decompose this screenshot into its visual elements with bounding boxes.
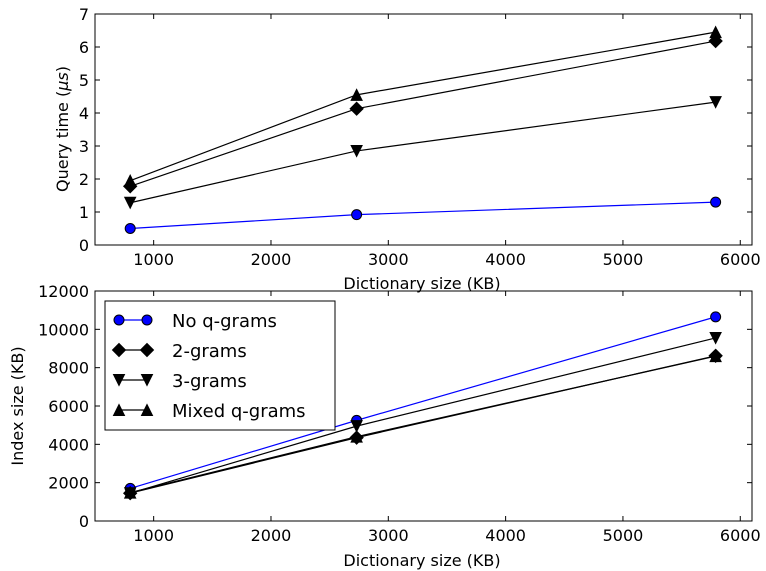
query-time-y-tick-label: 6 — [79, 38, 89, 57]
query-time-x-tick-label: 6000 — [720, 250, 761, 269]
query-time-point-mixed-q-grams — [350, 88, 363, 101]
query-time-chart: Query time (μs) Dictionary size (KB) 100… — [53, 5, 761, 293]
index-size-x-tick-label: 6000 — [720, 526, 761, 545]
index-size-x-tick-label: 3000 — [368, 526, 409, 545]
query-time-x-tick-label: 1000 — [133, 250, 174, 269]
index-size-series-mixed-q-grams — [123, 349, 722, 499]
index-size-point-3-grams — [350, 420, 363, 433]
index-size-legend-marker — [113, 314, 125, 326]
query-time-line-3-grams — [130, 101, 716, 204]
query-time-x-tick-label: 2000 — [251, 250, 292, 269]
index-size-legend-marker — [140, 403, 154, 416]
query-time-point-3-grams — [350, 144, 363, 158]
index-size-legend-entry-mixed-q-grams: Mixed q-grams — [112, 401, 306, 422]
index-size-legend-marker — [141, 314, 153, 326]
index-size-point-3-grams — [709, 331, 722, 345]
index-size-x-axis-label: Dictionary size (KB) — [343, 551, 500, 570]
index-size-x-tick-label: 1000 — [133, 526, 174, 545]
index-size-y-tick-label: 0 — [79, 512, 89, 531]
index-size-x-tick-label: 4000 — [485, 526, 526, 545]
query-time-series-no-q-grams — [124, 196, 722, 234]
index-size-legend-marker — [111, 342, 127, 358]
query-time-series-3-grams — [123, 96, 722, 210]
query-time-y-tick-label: 4 — [79, 104, 89, 123]
query-time-series-mixed-q-grams — [123, 25, 722, 187]
index-size-legend: No q-grams 2-grams 3-grams Mixed q-grams — [104, 300, 336, 431]
index-size-y-tick-label: 12000 — [38, 282, 89, 301]
index-size-point-mixed-q-grams — [123, 486, 137, 499]
query-time-x-tick-label: 3000 — [368, 250, 409, 269]
query-time-point-no-q-grams — [124, 223, 136, 234]
index-size-legend-label: 2-grams — [172, 341, 247, 362]
query-time-line-no-q-grams — [130, 201, 716, 230]
index-size-legend-marker — [139, 342, 155, 358]
query-time-line-mixed-q-grams — [129, 31, 716, 182]
query-time-x-axis-label: Dictionary size (KB) — [343, 274, 500, 293]
query-time-point-mixed-q-grams — [709, 25, 722, 39]
index-size-y-tick-label: 4000 — [48, 435, 89, 454]
query-time-point-no-q-grams — [351, 209, 363, 221]
index-size-legend-entry-3-grams: 3-grams — [112, 371, 247, 392]
index-size-chart: Index size (KB) Dictionary size (KB) 100… — [8, 282, 761, 570]
index-size-y-tick-label: 8000 — [48, 359, 89, 378]
index-size-point-mixed-q-grams — [350, 430, 363, 443]
index-size-x-tick-label: 2000 — [251, 526, 292, 545]
index-size-point-no-q-grams — [710, 311, 722, 323]
query-time-point-3-grams — [123, 196, 137, 210]
index-size-legend-label: Mixed q-grams — [172, 401, 306, 422]
index-size-legend-marker — [140, 374, 154, 387]
index-size-legend-label: 3-grams — [172, 371, 247, 392]
query-time-point-mixed-q-grams — [123, 174, 137, 187]
query-time-x-tick-label: 4000 — [485, 250, 526, 269]
query-time-y-axis-label: Query time (μs) — [53, 66, 72, 192]
index-size-y-axis-label: Index size (KB) — [8, 346, 27, 465]
query-time-plot-frame — [94, 13, 753, 246]
query-time-y-tick-label: 1 — [79, 203, 89, 222]
index-size-y-tick-label: 2000 — [48, 474, 89, 493]
query-time-y-tick-label: 3 — [79, 137, 89, 156]
query-time-y-tick-label: 2 — [79, 170, 89, 189]
index-size-legend-entry-no-q-grams: No q-grams — [113, 311, 277, 332]
index-size-y-tick-label: 6000 — [48, 397, 89, 416]
index-size-point-mixed-q-grams — [709, 349, 722, 363]
index-size-legend-label: No q-grams — [172, 311, 277, 332]
index-size-x-tick-label: 5000 — [603, 526, 644, 545]
query-time-y-tick-label: 7 — [79, 5, 89, 24]
index-size-legend-marker — [112, 403, 126, 416]
index-size-legend-entry-2-grams: 2-grams — [111, 341, 247, 362]
index-size-y-tick-label: 10000 — [38, 320, 89, 339]
query-time-x-tick-label: 5000 — [603, 250, 644, 269]
query-time-point-3-grams — [709, 96, 722, 109]
index-size-legend-marker — [112, 374, 126, 387]
query-time-y-tick-label: 0 — [79, 236, 89, 255]
query-time-point-no-q-grams — [710, 196, 722, 208]
query-time-point-2-grams — [349, 101, 364, 116]
query-time-y-tick-label: 5 — [79, 71, 89, 90]
